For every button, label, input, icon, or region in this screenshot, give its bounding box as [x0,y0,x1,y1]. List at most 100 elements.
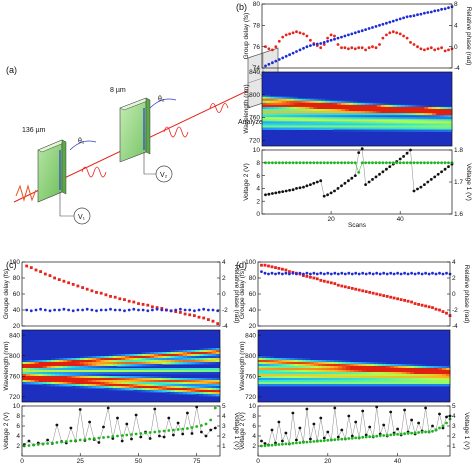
heatmap-cell [149,368,155,371]
heatmap-cell [380,123,386,126]
heatmap-cell [434,366,439,369]
heatmap-cell [83,358,89,361]
heatmap-cell [129,384,134,387]
data-point [329,272,333,276]
data-point [340,284,344,288]
y2-tick-label: 5 [452,403,456,410]
data-point [85,307,89,311]
heatmap-cell [133,388,138,391]
data-point [319,161,323,165]
heatmap-cell [79,356,85,359]
heatmap-cell [96,374,101,377]
heatmap-cell [406,370,411,373]
heatmap-cell [357,113,362,116]
data-point [336,187,340,190]
heatmap-cell [149,388,155,391]
heatmap-cell [42,362,48,365]
heatmap-cell [121,378,126,381]
heatmap-cell [305,125,310,128]
heatmap-cell [438,366,443,369]
data-point [57,278,61,281]
heatmap-cell [301,104,306,108]
heatmap-cell [100,384,105,387]
heatmap-cell [358,380,363,383]
heatmap-cell [448,106,453,110]
heatmap-cell [187,388,192,391]
heatmap-cell [378,364,383,367]
data-point [281,272,284,276]
heatmap-cell [362,382,367,385]
data-point [284,33,288,37]
heatmap-cell [446,374,451,377]
heatmap-cell [438,372,443,375]
heatmap-cell [187,382,192,385]
y-tick-label: 760 [249,115,260,122]
heatmap-cell [382,372,387,375]
heatmap-cell [384,104,390,108]
y2-tick-label: 1.6 [454,211,463,218]
heatmap-cell [386,374,391,377]
heatmap-cell [298,384,303,387]
heatmap-cell [277,127,283,130]
heatmap-cell [112,384,118,387]
heatmap-cell [211,394,217,397]
heatmap-cell [306,384,311,387]
heatmap-cell [281,106,287,110]
heatmap-cell [266,372,271,375]
heatmap-cell [309,121,314,124]
data-point [410,431,413,435]
data-point [412,161,416,165]
heatmap-cell [166,376,171,379]
data-point [109,307,112,311]
heatmap-cell [278,374,283,377]
heatmap-cell [386,378,391,381]
series-blue-right [25,307,220,313]
plate-1-side [61,139,67,195]
data-point [95,309,98,313]
heatmap-cell [273,127,279,130]
heatmap-cell [55,368,60,371]
heatmap-cell [341,123,346,126]
y2-tick-label: 0 [454,44,458,51]
heatmap-cell [26,360,31,363]
heatmap-cell [337,127,342,130]
heatmap-cell [282,372,287,375]
heatmap-cell [67,380,72,383]
heatmap-cell [334,376,339,379]
heatmap-cell [42,384,48,387]
heatmap-cell [325,115,330,118]
heatmap-cell [398,382,403,385]
heatmap-cell [71,360,77,363]
data-point [322,41,326,44]
heatmap-cell [438,382,443,385]
heatmap-cell [290,368,295,371]
series-black-left [260,405,452,447]
data-point [127,299,131,303]
data-point [81,286,84,289]
heatmap-cell [141,384,147,387]
heatmap-cell [430,378,435,381]
heatmap-cell [278,376,283,379]
heatmap-cell [215,356,221,359]
data-point [424,271,427,275]
heatmap-cell [195,378,200,381]
heatmap-cell [269,98,275,102]
heatmap-cell [366,362,371,365]
heatmap-cell [178,368,184,371]
data-point [347,179,350,183]
heatmap-cell [121,364,126,367]
data-point [423,11,426,15]
heatmap-cell [277,109,283,112]
heatmap-cell [199,372,204,375]
heatmap-cell [382,368,387,371]
heatmap-cell [424,113,429,116]
heatmap-cell [376,117,382,120]
heatmap-cell [426,384,431,387]
heatmap-cell [337,113,342,116]
heatmap-cell [337,104,342,108]
heatmap-cell [353,121,358,124]
heatmap-cell [215,386,221,389]
data-point [83,438,87,441]
data-point [419,12,423,16]
heatmap-cell [145,352,151,355]
